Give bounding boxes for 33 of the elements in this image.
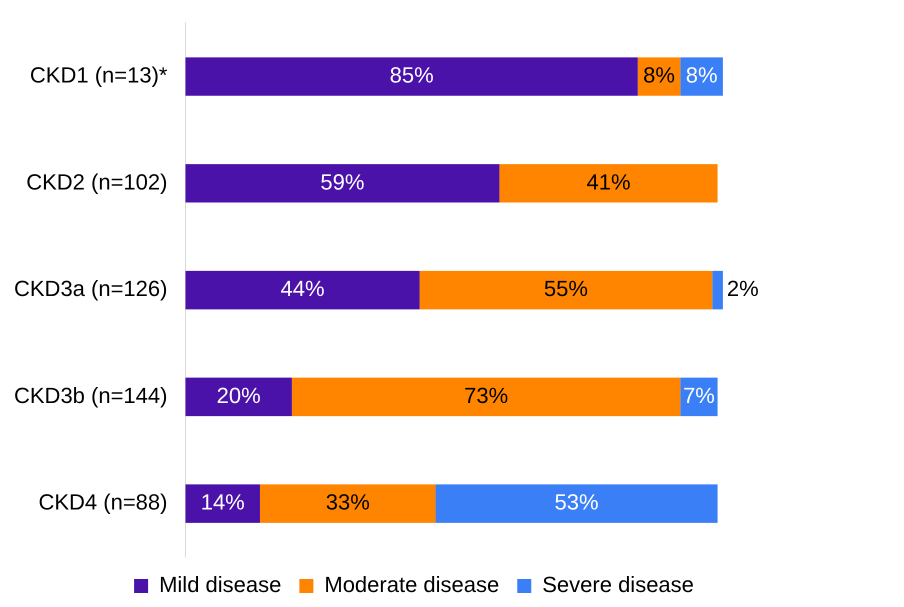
- bar: [185, 378, 292, 416]
- bar: [712, 270, 723, 310]
- bar: [185, 57, 638, 96]
- data-label: 2%: [726, 276, 759, 302]
- y-tick-label: CKD3a (n=126): [14, 276, 168, 302]
- bar: [185, 484, 260, 523]
- data-label: 44%: [280, 276, 325, 302]
- data-label: 33%: [326, 490, 370, 515]
- bar: [260, 484, 436, 523]
- legend-label: Moderate disease: [324, 572, 500, 598]
- legend-label: Severe disease: [542, 572, 694, 598]
- y-tick-label: CKD4 (n=88): [38, 490, 168, 515]
- bar: [185, 164, 500, 203]
- data-label: 8%: [686, 62, 718, 88]
- bar: [499, 164, 718, 203]
- data-label: 55%: [544, 276, 588, 302]
- data-label: 73%: [464, 382, 508, 408]
- bar: [436, 484, 718, 523]
- data-label: 20%: [216, 382, 261, 408]
- bar: [292, 378, 680, 416]
- y-tick-label: CKD2 (n=102): [26, 169, 168, 194]
- data-label: 8%: [643, 62, 675, 88]
- data-label: 85%: [390, 62, 434, 88]
- data-label: 7%: [683, 382, 715, 408]
- data-label: 41%: [586, 169, 631, 194]
- bar: [420, 270, 712, 310]
- y-tick-label: CKD1 (n=13)*: [30, 62, 168, 88]
- data-label: 59%: [320, 169, 364, 194]
- legend-label: Mild disease: [159, 572, 282, 598]
- y-tick-label: CKD3b (n=144): [14, 382, 168, 408]
- data-label: 53%: [554, 490, 599, 515]
- bar: [185, 270, 420, 310]
- data-label: 14%: [200, 490, 245, 515]
